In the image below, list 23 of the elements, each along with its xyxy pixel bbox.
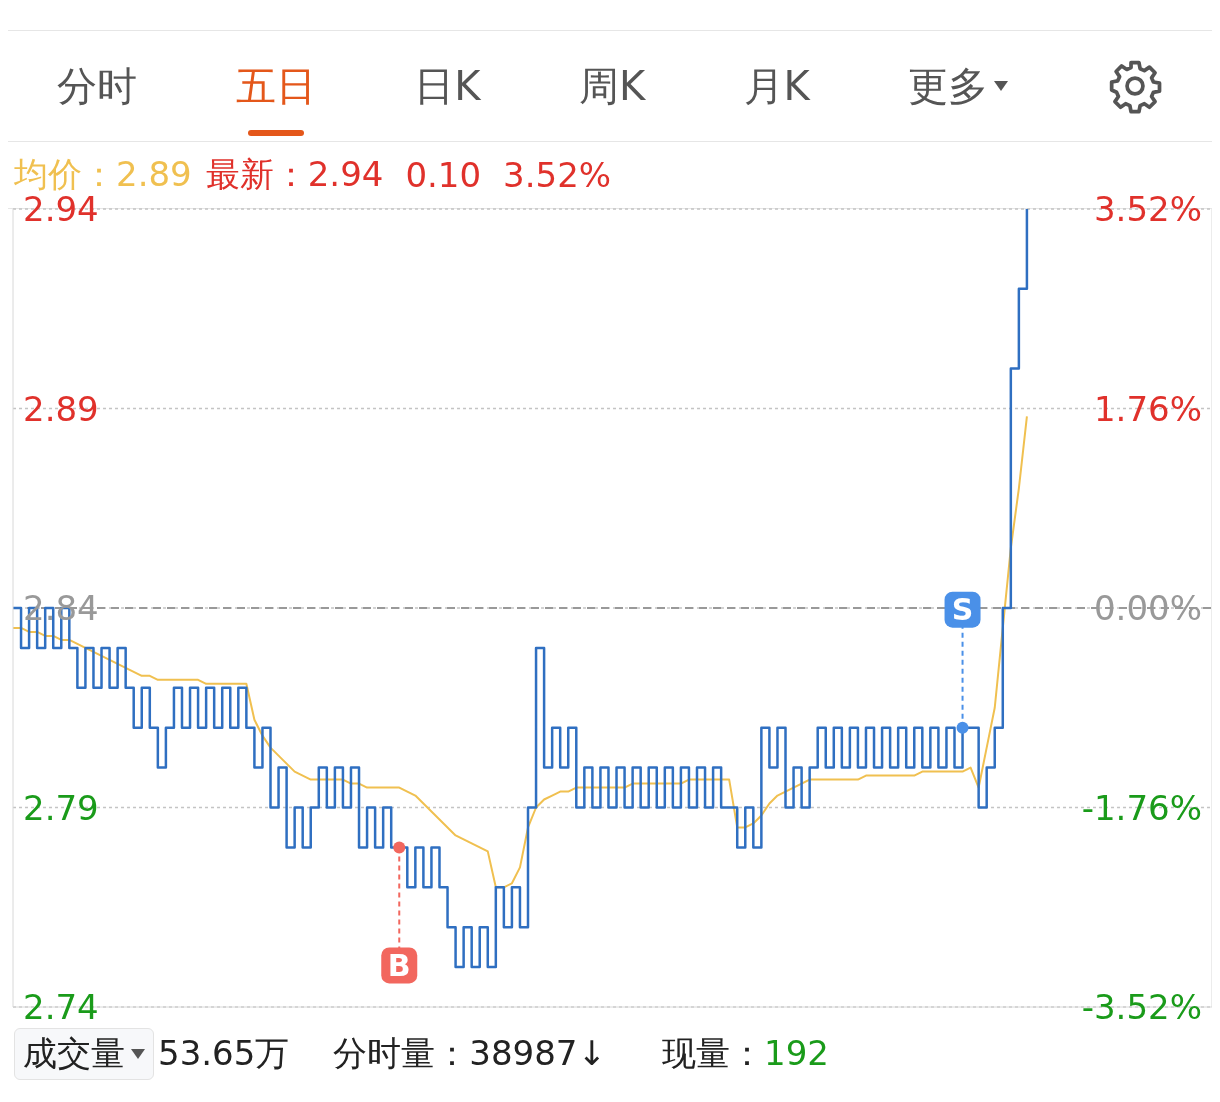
text: 53.65万 — [158, 1032, 290, 1075]
y2-tick-label: 3.52% — [1093, 189, 1202, 229]
text: 周K — [578, 61, 646, 111]
text: 最新：2.94 — [205, 153, 384, 196]
y-tick-label: 2.74 — [23, 987, 99, 1027]
text: 0.10 — [405, 155, 482, 195]
text: 分时 — [57, 61, 138, 111]
y2-tick-label: -3.52% — [1081, 987, 1202, 1027]
text: 现量：192 — [662, 1032, 829, 1075]
text: 更多 — [908, 61, 989, 111]
y2-tick-label: 1.76% — [1093, 388, 1202, 429]
text: 日K — [414, 61, 481, 111]
y2-tick-label: -1.76% — [1081, 787, 1202, 828]
text: 分时量：38987↓ — [333, 1032, 606, 1075]
y-tick-label: 2.79 — [23, 787, 99, 828]
text: 均价：2.89 — [14, 153, 192, 196]
text: 月K — [743, 61, 810, 111]
data-label: B — [387, 947, 411, 983]
y-tick-label: 2.89 — [23, 388, 99, 429]
data-label: S — [951, 592, 974, 628]
text: 成交量 — [14, 1028, 154, 1080]
text: 五日 — [235, 61, 316, 111]
text: 3.52% — [503, 155, 612, 195]
